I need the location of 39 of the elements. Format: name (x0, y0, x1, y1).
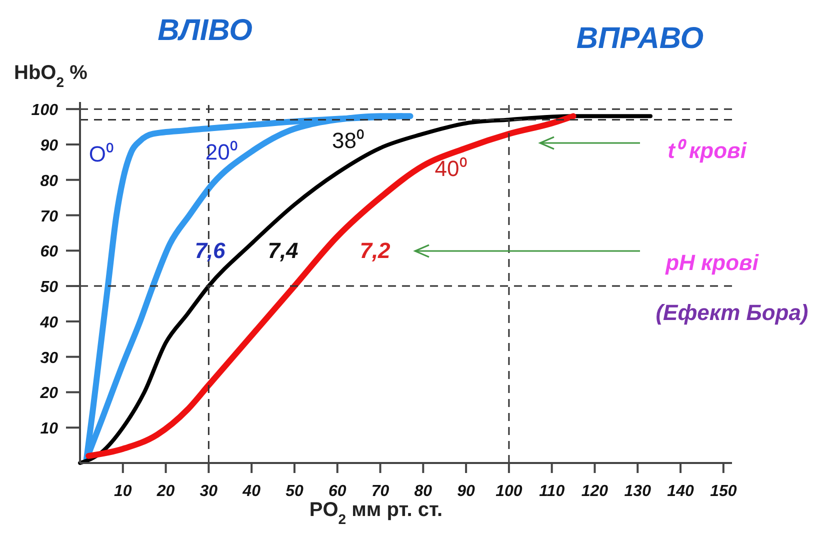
y-tick-label: 80 (40, 172, 58, 190)
annotation: t⁰ крові (668, 138, 748, 163)
y-tick-label: 60 (40, 244, 58, 261)
y-tick-label: 30 (40, 350, 58, 367)
series-label: O⁰ (88, 142, 114, 167)
y-tick-label: 10 (40, 420, 58, 438)
x-tick-label: 40 (242, 483, 261, 500)
x-tick-label: 50 (286, 483, 304, 500)
x-tick-label: 100 (496, 483, 522, 500)
y-tick-label: 40 (39, 314, 58, 332)
x-tick-label: 60 (328, 483, 346, 500)
x-tick-label: 70 (371, 483, 390, 500)
x-tick-label: 30 (200, 483, 218, 500)
x-tick-label: 10 (114, 483, 132, 500)
series-label: 38⁰ (332, 128, 365, 154)
x-tick-label: 120 (581, 483, 608, 500)
text: ВЛІВО (158, 14, 252, 47)
series-label: 20⁰ (205, 140, 238, 165)
x-tick-label: 90 (457, 483, 476, 500)
x-axis-title: PO$_{2}$ мм рт. ст. (309, 499, 443, 527)
x-tick-label: 110 (539, 483, 565, 500)
x-tick-label: 150 (710, 483, 737, 500)
x-tick-label: 80 (414, 483, 432, 500)
text: ВПРАВО (576, 22, 704, 55)
x-tick-label: 20 (156, 483, 175, 500)
annotation: pH крові (664, 250, 760, 275)
y-tick-label: 70 (40, 208, 58, 226)
annotation: 7,2 (360, 238, 392, 263)
series-label: 40⁰ (434, 156, 468, 182)
annotation: 7,4 (268, 238, 298, 263)
y-axis-title: HbO$_{2}$ % (14, 62, 88, 90)
annotation: (Ефект Бора) (656, 300, 808, 325)
x-tick-label: 130 (624, 483, 652, 500)
y-tick-label: 20 (39, 385, 58, 402)
x-tick-label: 140 (667, 483, 694, 500)
y-tick-label: 50 (40, 279, 58, 296)
y-tick-label: 90 (40, 137, 58, 154)
annotation: 7,6 (194, 238, 226, 263)
y-tick-label: 100 (31, 102, 58, 120)
